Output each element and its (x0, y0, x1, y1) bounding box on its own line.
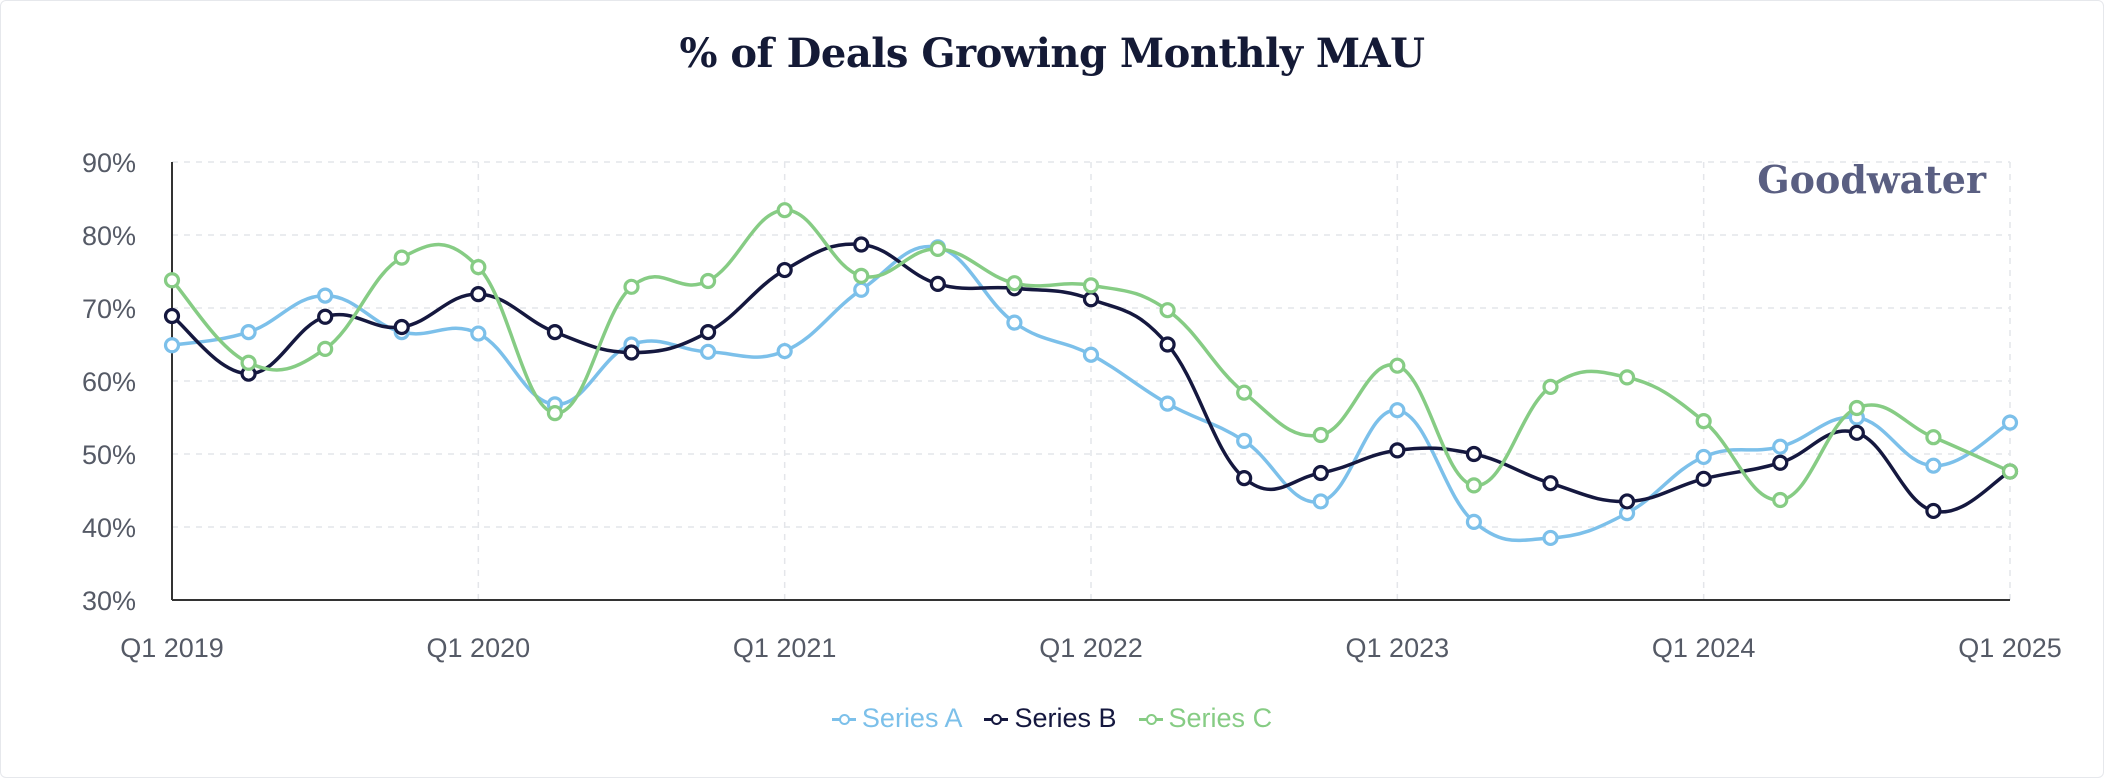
legend-label: Series A (861, 703, 963, 733)
series-b-point[interactable] (163, 307, 181, 325)
series-c-point[interactable] (1925, 429, 1942, 446)
series-b-point[interactable] (1312, 464, 1329, 482)
y-tick-label: 70% (82, 294, 136, 324)
grid-lines (172, 161, 2011, 600)
series-a-point[interactable] (1236, 432, 1253, 449)
series-b-point[interactable] (1236, 469, 1253, 487)
legend-marker-icon (831, 712, 856, 726)
series-a-point[interactable] (853, 281, 870, 298)
series-c-point[interactable] (1618, 369, 1636, 386)
series-a-point[interactable] (1082, 346, 1100, 363)
series-c-point[interactable] (623, 278, 640, 295)
series-c-point[interactable] (1006, 275, 1023, 292)
y-tick-label: 30% (82, 586, 136, 616)
series-c-point[interactable] (1159, 302, 1176, 319)
series-b-point[interactable] (929, 275, 946, 293)
series-a-point[interactable] (699, 343, 717, 360)
series-c-point[interactable] (1772, 491, 1789, 509)
series-b-point[interactable] (393, 318, 410, 336)
chart-legend: Series A Series B Series C (0, 703, 2104, 734)
series-b-point[interactable] (1159, 336, 1176, 353)
series-b-point[interactable] (1848, 424, 1865, 441)
x-tick-label: Q1 2024 (1652, 633, 1756, 663)
y-tick-label: 40% (82, 513, 136, 543)
series-a-point[interactable] (1159, 395, 1176, 412)
axes (171, 162, 2010, 601)
x-tick-label: Q1 2022 (1039, 633, 1143, 663)
series-a-point[interactable] (1772, 438, 1789, 455)
series-c-point[interactable] (853, 267, 870, 284)
series-c-point[interactable] (776, 202, 793, 219)
series-c-point[interactable] (393, 249, 410, 266)
legend-item-series-c[interactable]: Series C (1138, 703, 1273, 734)
series-c-point[interactable] (1312, 426, 1329, 444)
series-b-point[interactable] (1082, 291, 1100, 308)
series-a-point[interactable] (1465, 513, 1483, 530)
legend-label: Series B (1014, 703, 1117, 733)
series-b-point[interactable] (853, 236, 870, 253)
series-c-point[interactable] (317, 340, 334, 357)
x-tick-label: Q1 2021 (733, 633, 837, 663)
series-c-point[interactable] (1848, 399, 1865, 417)
series-c-point[interactable] (240, 354, 257, 371)
legend-item-series-a[interactable]: Series A (831, 703, 963, 734)
series-a-point[interactable] (163, 337, 181, 354)
series-c-point[interactable] (1542, 378, 1559, 395)
series-points (163, 202, 2019, 547)
series-c-point[interactable] (470, 259, 487, 276)
series-a-point[interactable] (1389, 402, 1406, 419)
series-b-point[interactable] (1772, 454, 1789, 471)
series-a-point[interactable] (1925, 457, 1942, 474)
series-c-point[interactable] (929, 240, 946, 257)
series-b-point[interactable] (1542, 475, 1559, 492)
x-tick-label: Q1 2019 (120, 633, 224, 663)
legend-marker-icon (1138, 712, 1163, 726)
line-chart: 90% 80% 70% 60% 50% 40% 30% Q1 2019 Q1 2020 Q1 20… (82, 148, 2062, 663)
series-c-point[interactable] (1465, 477, 1483, 494)
y-tick-label: 50% (82, 440, 136, 470)
series-b-point[interactable] (317, 308, 334, 325)
series-b-point[interactable] (546, 323, 564, 341)
series-b-point[interactable] (623, 344, 640, 361)
series-a-point[interactable] (1542, 529, 1559, 547)
series-b-point[interactable] (470, 286, 487, 303)
legend-item-series-b[interactable]: Series B (984, 703, 1117, 734)
series-a-point[interactable] (776, 342, 793, 360)
chart-title: % of Deals Growing Monthly MAU (679, 30, 1425, 77)
series-c-point[interactable] (546, 405, 564, 422)
y-tick-label: 80% (82, 221, 136, 251)
x-tick-label: Q1 2023 (1346, 633, 1450, 663)
series-b-point[interactable] (1618, 493, 1636, 510)
series-b-point[interactable] (1389, 442, 1406, 459)
series-c-point[interactable] (1236, 384, 1253, 401)
legend-marker-icon (984, 712, 1009, 726)
series-a-point[interactable] (2001, 414, 2019, 431)
series-a-point[interactable] (1695, 448, 1712, 466)
series-a-point[interactable] (317, 287, 334, 304)
series-c-point[interactable] (1695, 413, 1712, 430)
series-a-point[interactable] (1312, 493, 1329, 510)
x-tick-label: Q1 2020 (427, 633, 531, 663)
series-b-point[interactable] (1465, 445, 1483, 463)
series-c-point[interactable] (2001, 463, 2019, 480)
series-b-point[interactable] (776, 261, 793, 279)
x-tick-label: Q1 2025 (1958, 633, 2062, 663)
series-b-point[interactable] (1925, 502, 1942, 520)
series-c-point[interactable] (699, 272, 717, 290)
series-c-point[interactable] (1082, 277, 1100, 294)
series-a-point[interactable] (240, 323, 257, 341)
series-b-point[interactable] (699, 323, 717, 341)
tick-labels: 90% 80% 70% 60% 50% 40% 30% Q1 2019 Q1 2020 Q1 20… (82, 148, 2062, 663)
goodwater-logo: Goodwater (1757, 157, 1987, 202)
y-tick-label: 90% (82, 148, 136, 178)
legend-label: Series C (1168, 703, 1273, 733)
series-b-point[interactable] (1695, 470, 1712, 487)
series-c-point[interactable] (163, 272, 181, 289)
series-a-point[interactable] (1006, 314, 1023, 331)
series-c-point[interactable] (1389, 357, 1406, 374)
series-a-point[interactable] (470, 325, 487, 342)
y-tick-label: 60% (82, 367, 136, 397)
